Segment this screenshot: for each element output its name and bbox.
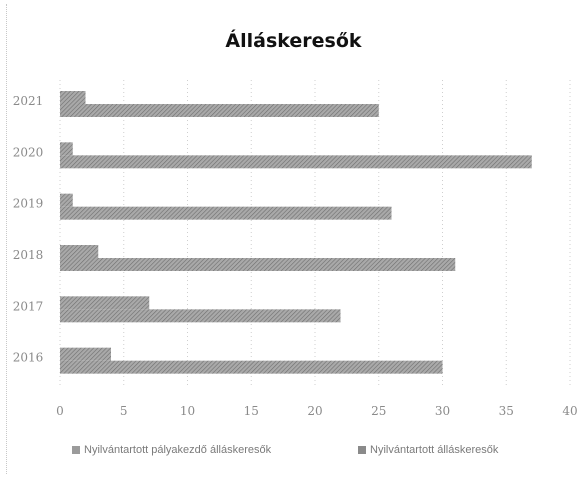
y-tick-label-2020: 2020 [13,145,44,159]
axis-labels: 0 5 10 15 20 25 30 35 40 2021 2020 2019 2018 2017 2016 [13,94,578,418]
y-tick-label-2017: 2017 [13,299,44,313]
x-tick-label-8: 40 [562,404,577,418]
bar-2020-series-0 [60,142,73,156]
x-tick-label-7: 35 [499,404,514,418]
x-tick-label-5: 25 [371,404,386,418]
bar-2018-series-0 [60,245,99,258]
bar-2017-series-1 [60,309,341,323]
bar-2021-series-0 [60,91,86,104]
x-tick-label-6: 30 [435,404,450,418]
bar-2019-series-1 [60,206,392,220]
bar-2016-series-0 [60,347,111,361]
legend-label-1: Nyilvántartott álláskeresők [370,444,499,456]
legend-label-0: Nyilvántartott pályakezdő álláskeresők [84,444,272,456]
legend-swatch-0 [72,446,80,455]
y-tick-label-2016: 2016 [13,351,44,365]
legend-swatch-1 [358,446,366,455]
x-tick-label-2: 10 [180,404,195,418]
y-tick-label-2019: 2019 [13,197,44,211]
bar-2019-series-0 [60,193,73,207]
chart-frame [6,4,582,474]
legend-item-1: Nyilvántartott álláskeresők [358,444,498,456]
bar-2018-series-1 [60,258,456,271]
x-tick-label-1: 5 [120,404,128,418]
legend-item-0: Nyilvántartott pályakezdő álláskeresők [72,444,271,456]
bar-2020-series-1 [60,155,532,169]
bar-2016-series-1 [60,360,443,374]
y-tick-label-2018: 2018 [13,248,44,262]
gridlines [59,80,571,388]
x-tick-label-0: 0 [56,404,64,418]
x-tick-label-3: 15 [244,404,259,418]
x-tick-label-4: 20 [307,404,322,418]
bar-2017-series-0 [60,296,150,310]
bar-2021-series-1 [60,104,379,117]
chart-title: Álláskeresők [225,30,362,52]
y-tick-label-2021: 2021 [13,94,44,108]
bars [60,91,532,374]
